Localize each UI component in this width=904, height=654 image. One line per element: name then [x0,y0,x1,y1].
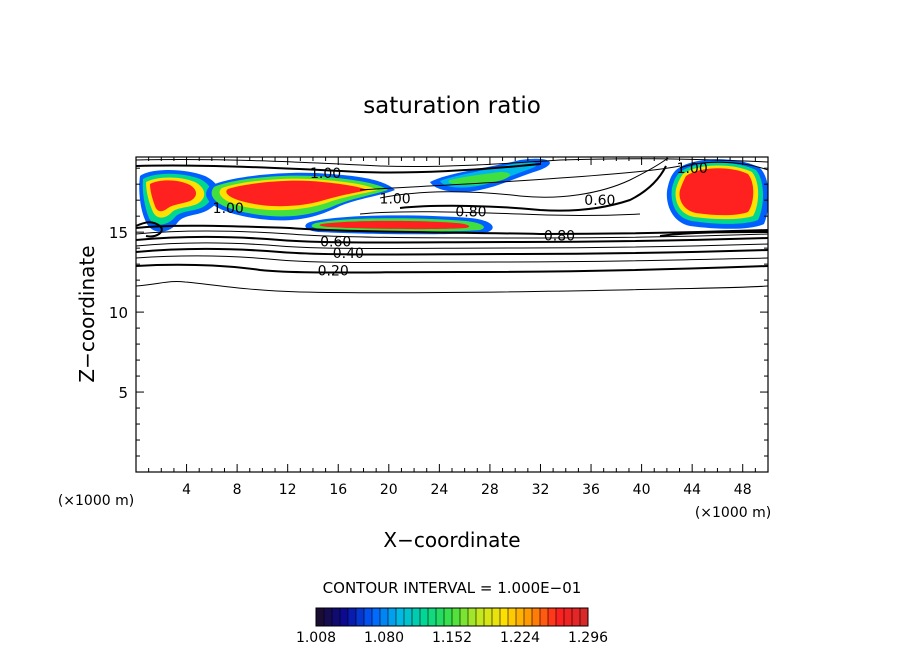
contour-line [136,255,768,263]
colorbar-cell [508,608,517,626]
contour-line [136,263,768,274]
contour-label: 1.00 [213,201,244,217]
colorbar-cell [484,608,493,626]
colorbar-cell [476,608,485,626]
colorbar-cell [532,608,541,626]
contour-line [136,230,768,239]
contour-label: 1.00 [380,192,411,208]
x-unit-right: (×1000 m) [695,505,771,521]
colorbar-cell [428,608,437,626]
colorbar-cell [324,608,333,626]
contour-label: 0.40 [333,246,364,262]
colorbar-cell [364,608,373,626]
colorbar-cell [468,608,477,626]
colorbar-cell [316,608,325,626]
y-axis-label: Z−coordinate [75,245,99,382]
x-unit-left: (×1000 m) [58,493,134,509]
colorbar-tick-label: 1.080 [364,630,404,646]
contour-label: 0.60 [320,235,351,251]
colorbar-cell [516,608,525,626]
colorbar-cell [420,608,429,626]
contour-label: 1.00 [310,166,341,182]
x-tick-label: 24 [430,482,448,498]
colorbar-cell [396,608,405,626]
colorbar-tick-label: 1.008 [296,630,336,646]
contour-line [136,248,768,256]
contour-line [136,236,768,244]
y-tick-label: 10 [109,304,128,322]
contour-line [136,224,768,236]
colorbar-cell [500,608,509,626]
contour-line [136,158,768,168]
x-tick-label: 40 [633,482,651,498]
contour-label: 0.80 [544,228,575,244]
colorbar-cell [444,608,453,626]
contour-line [136,281,768,294]
colorbar-border [315,607,589,627]
colorbar-cell [572,608,581,626]
x-tick-label: 16 [329,482,347,498]
colorbar-cell [548,608,557,626]
colorbar-cell [564,608,573,626]
x-tick-label: 4 [182,482,191,498]
cloud-central-lower [305,215,493,235]
contour-label: 0.80 [455,204,486,220]
colorbar-cell [452,608,461,626]
contour-line [136,221,163,238]
contour-line [359,211,641,216]
x-tick-label: 48 [734,482,752,498]
contour-line [659,231,768,237]
contour-interval-text: CONTOUR INTERVAL = 1.000E−01 [323,579,582,597]
chart-title: saturation ratio [363,93,541,119]
y-tick-label: 5 [118,384,128,402]
colorbar-cell [556,608,565,626]
colorbar-cell [436,608,445,626]
cloud-central-upper [206,172,395,221]
colorbar-cell [540,608,549,626]
colorbar-tick-label: 1.296 [568,630,608,646]
x-tick-label: 36 [582,482,600,498]
contour-line [679,161,768,171]
contour-label: 1.00 [677,161,708,177]
contour-label: 0.20 [318,264,349,280]
colorbar-tick-label: 1.224 [500,630,540,646]
colorbar-cell [460,608,469,626]
colorbar-tick-label: 1.152 [432,630,472,646]
cloud-west [139,170,220,232]
x-tick-label: 8 [233,482,242,498]
y-tick-label: 15 [109,224,128,242]
colorbar-cell [372,608,381,626]
colorbar-cell [404,608,413,626]
colorbar-cell [332,608,341,626]
contour-line [136,163,541,174]
x-tick-label: 32 [532,482,550,498]
contour-line [359,165,681,191]
colorbar-cell [524,608,533,626]
colorbar-cell [356,608,365,626]
shaded-cloud-regions [139,158,768,235]
colorbar-cell [388,608,397,626]
contour-line [399,165,667,212]
colorbar-cell [580,608,589,626]
x-tick-label: 44 [683,482,701,498]
colorbar: 1.008 1.080 1.152 1.224 1.296 [296,607,608,646]
colorbar-cell [348,608,357,626]
colorbar-cell [492,608,501,626]
contour-labels: 1.001.001.000.800.800.601.000.600.400.20 [213,161,708,279]
contour-line [136,242,768,249]
x-axis-label: X−coordinate [383,528,520,552]
x-tick-label: 12 [279,482,297,498]
contour-label: 0.60 [584,193,615,209]
cloud-east [666,159,768,229]
contour-lines [136,157,768,294]
colorbar-cell [380,608,389,626]
x-tick-label: 28 [481,482,499,498]
x-tick-label: 20 [380,482,398,498]
colorbar-cell [340,608,349,626]
colorbar-cell [412,608,421,626]
